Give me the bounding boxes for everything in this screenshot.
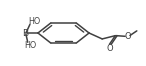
Text: O: O [124,32,131,41]
Text: B: B [22,29,29,37]
Text: HO: HO [25,41,37,50]
Text: O: O [107,44,114,53]
Text: HO: HO [28,17,40,26]
